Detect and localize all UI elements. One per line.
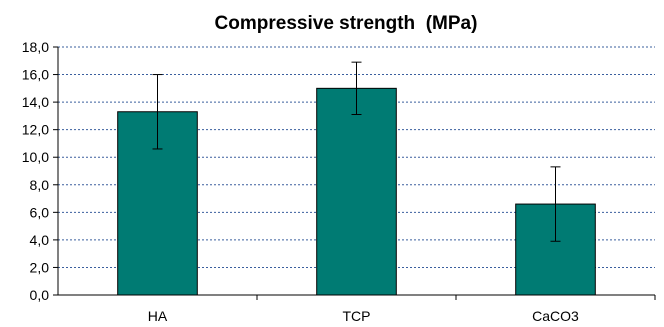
x-tick-label: CaCO3 xyxy=(532,308,579,324)
y-tick-label: 14,0 xyxy=(22,94,49,110)
y-tick-label: 0,0 xyxy=(30,287,50,303)
y-tick-label: 16,0 xyxy=(22,67,49,83)
bar-tcp xyxy=(316,87,397,296)
bars xyxy=(117,61,596,296)
axes xyxy=(53,46,656,300)
y-tick-label: 4,0 xyxy=(30,232,50,248)
x-tick-label: HA xyxy=(148,308,168,324)
y-tick-label: 6,0 xyxy=(30,204,50,220)
y-tick-label: 10,0 xyxy=(22,149,49,165)
x-tick-labels: HA TCP CaCO3 xyxy=(148,308,579,324)
y-tick-label: 2,0 xyxy=(30,259,50,275)
y-tick-label: 8,0 xyxy=(30,177,50,193)
y-tick-label: 12,0 xyxy=(22,122,49,138)
x-tick-label: TCP xyxy=(343,308,371,324)
y-tick-label: 18,0 xyxy=(22,39,49,55)
y-tick-labels: 0,0 2,0 4,0 6,0 8,0 10,0 12,0 14,0 16,0 18,0 xyxy=(22,39,49,303)
chart-title: Compressive strength (MPa) xyxy=(215,13,478,34)
